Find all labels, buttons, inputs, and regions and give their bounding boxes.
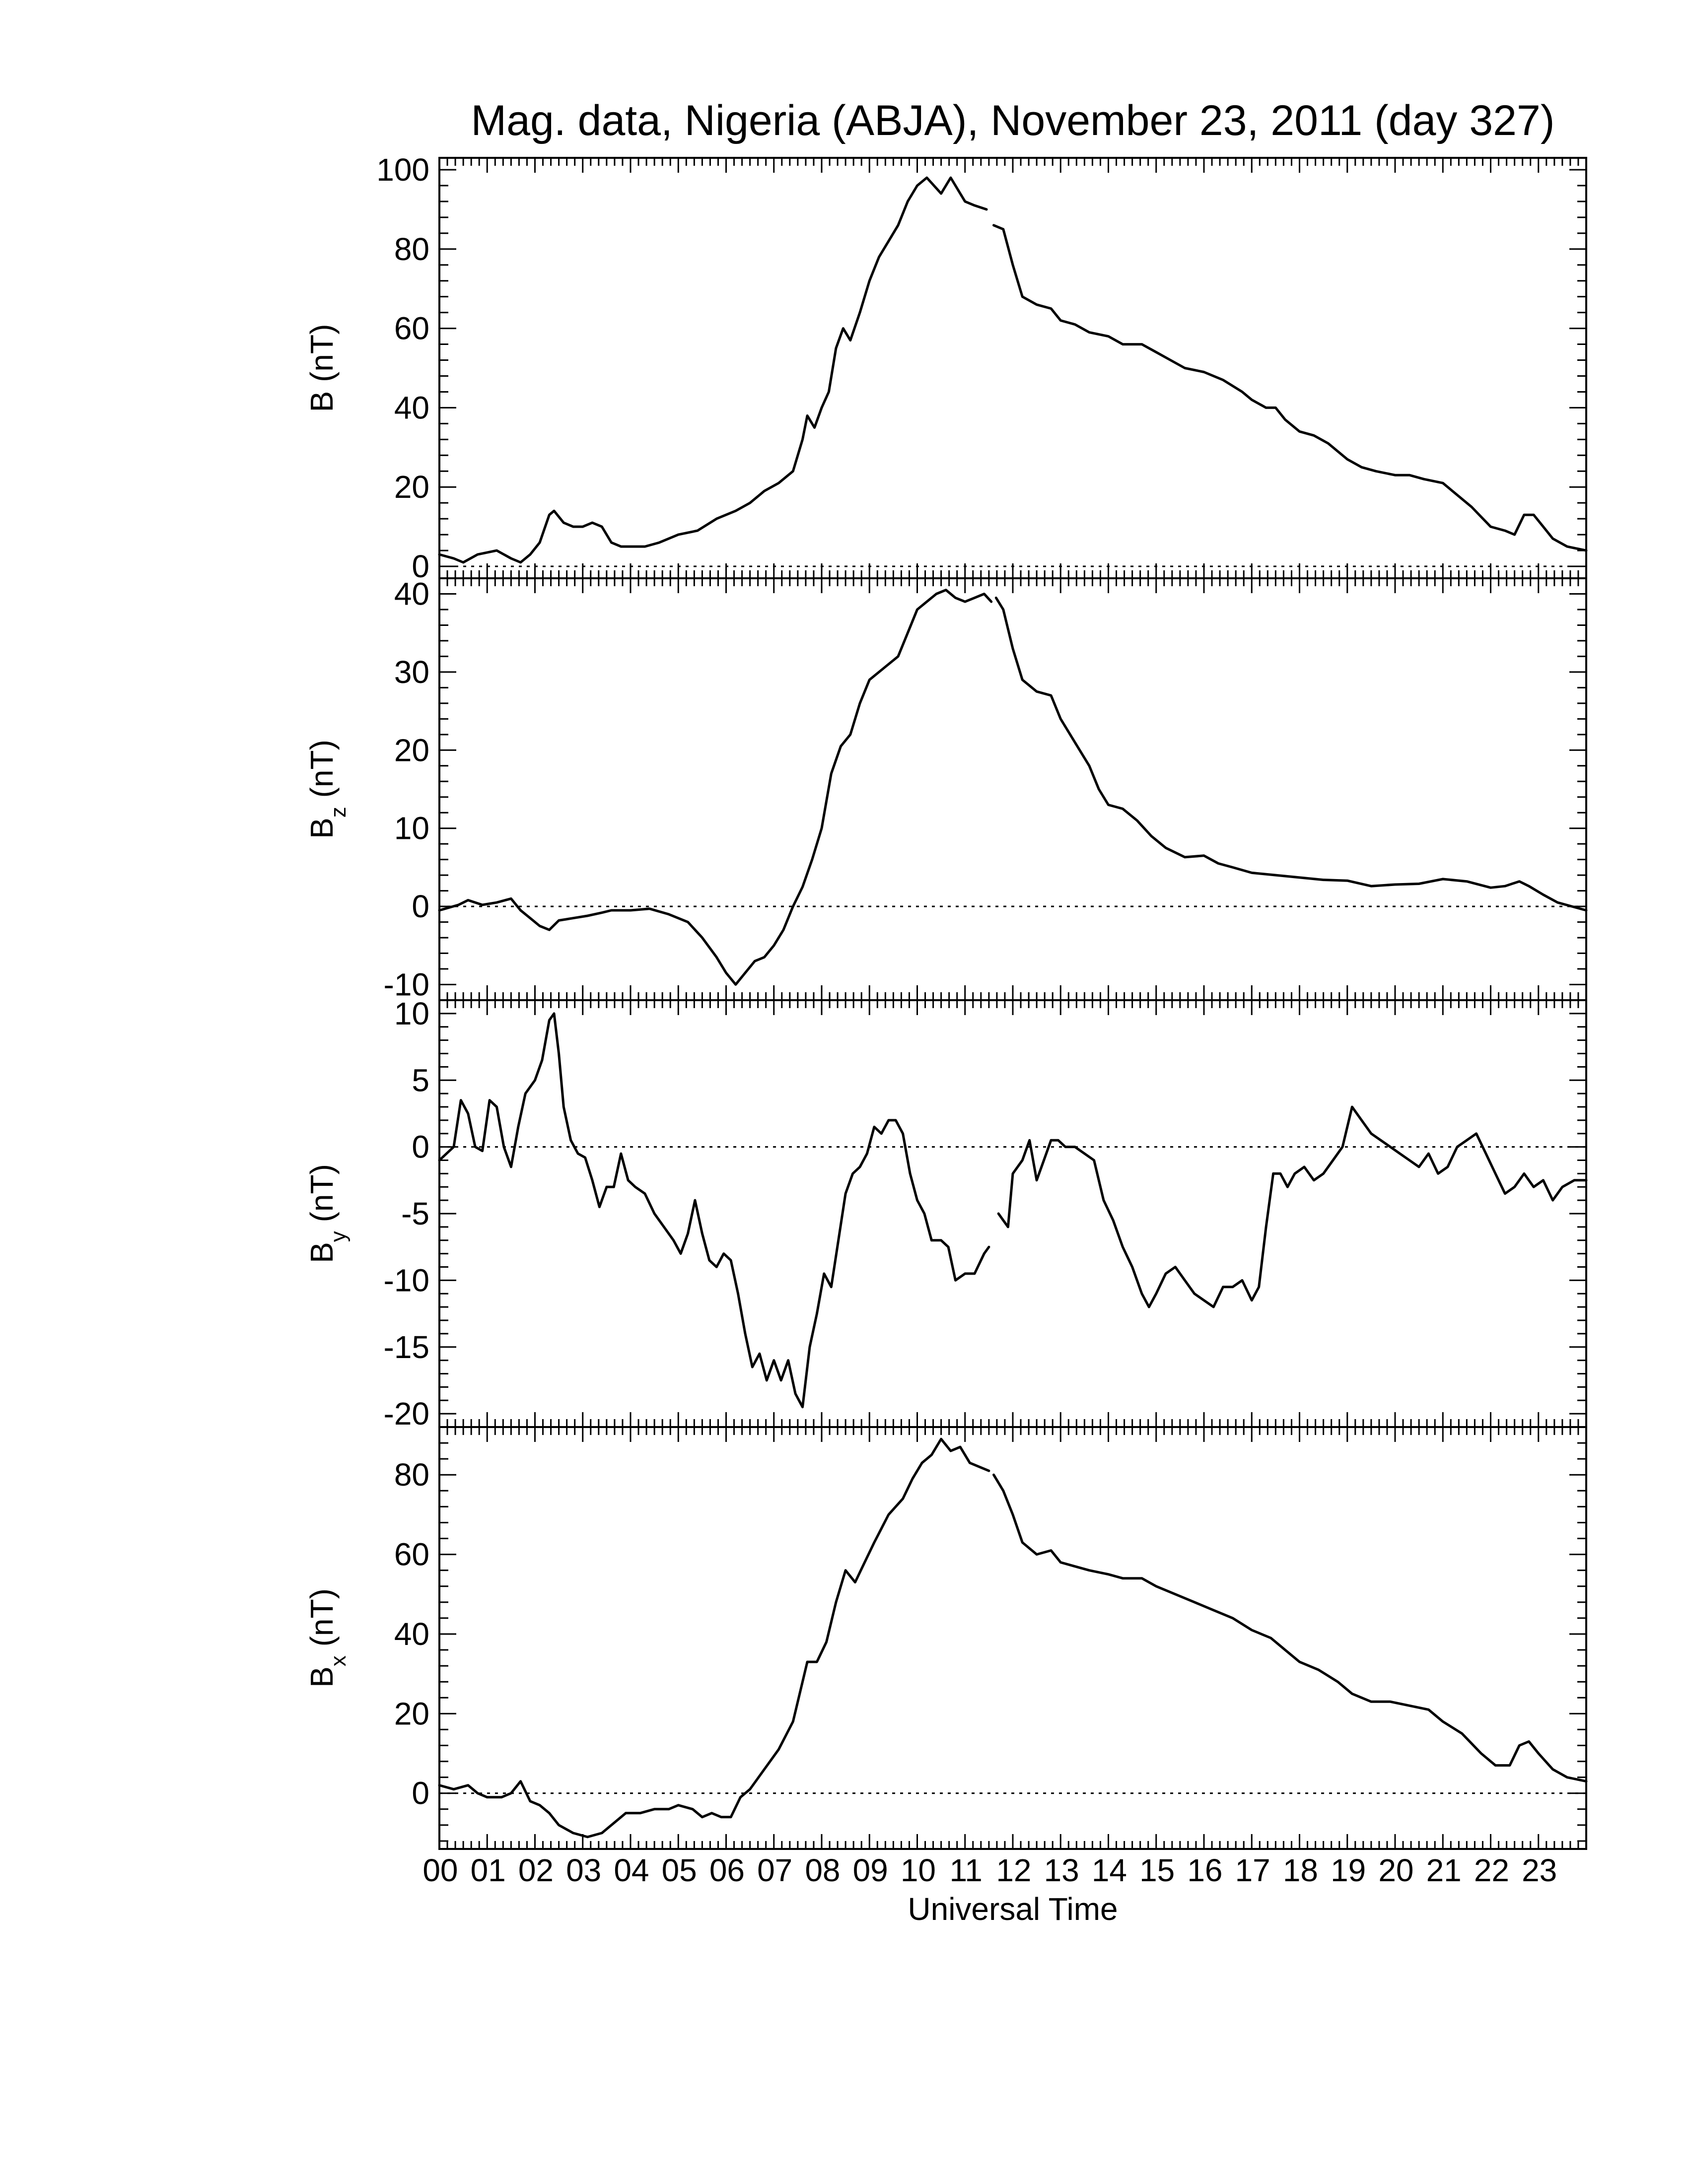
y-tick-label: 0 (412, 888, 429, 924)
plot-frame (438, 999, 1587, 1428)
trace-bz (994, 596, 1588, 912)
plot-frame (438, 157, 1587, 579)
y-tick-label: 20 (394, 1696, 429, 1731)
panel-by: -20 -15 -10 -5 0 5 10 By (nT) (304, 996, 1588, 1432)
y-axis-label-unit: (nT) (304, 740, 340, 807)
x-tick-label: 07 (757, 1852, 792, 1888)
y-axis-label-main: B (304, 818, 340, 839)
x-tick-label: 15 (1139, 1852, 1175, 1888)
y-tick-label: 80 (394, 231, 429, 267)
trace-bx (992, 1473, 1588, 1783)
trace-by (438, 1012, 990, 1409)
x-tick-label: 22 (1474, 1852, 1509, 1888)
y-tick-label: 0 (412, 548, 429, 584)
y-tick-label: 30 (394, 654, 429, 690)
y-tick-label: 20 (394, 732, 429, 768)
y-tick-label: 80 (394, 1457, 429, 1493)
y-axis-label-subscript: z (326, 807, 351, 818)
trace-b (438, 176, 988, 564)
x-tick-label: 05 (662, 1852, 697, 1888)
y-axis-label: B (nT) (304, 324, 340, 412)
y-axis-label: Bx (nT) (304, 1588, 351, 1688)
y-axis-label-main: B (304, 1242, 340, 1263)
figure-title: Mag. data, Nigeria (ABJA), November 23, … (471, 97, 1555, 144)
y-tick-label: 10 (394, 811, 429, 846)
y-axis-label-main: B (304, 1666, 340, 1688)
trace-b (992, 224, 1588, 552)
y-tick-label: 60 (394, 1537, 429, 1572)
panel-bx: 0 20 40 60 80 Bx (nT) (304, 1426, 1588, 1850)
trace-bx (438, 1437, 990, 1839)
y-axis-label-subscript: y (326, 1231, 351, 1242)
y-axis-label: By (nT) (304, 1164, 351, 1263)
y-tick-label: 40 (394, 1616, 429, 1652)
x-tick-label: 21 (1426, 1852, 1462, 1888)
plot-frame (438, 1426, 1587, 1850)
y-tick-label: -20 (384, 1396, 430, 1432)
x-tick-label: 14 (1092, 1852, 1127, 1888)
plot-frame (438, 577, 1587, 1001)
y-tick-label: 10 (394, 996, 429, 1031)
y-tick-label: 40 (394, 576, 429, 612)
y-tick-label: 0 (412, 1129, 429, 1165)
x-tick-label: 03 (566, 1852, 601, 1888)
y-axis-label-subscript: x (326, 1655, 351, 1666)
x-tick-label: 12 (996, 1852, 1031, 1888)
x-tick-label: 01 (471, 1852, 506, 1888)
y-tick-label: -5 (401, 1196, 429, 1231)
x-axis-label: Universal Time (908, 1891, 1118, 1927)
x-tick-label: 04 (614, 1852, 649, 1888)
x-tick-label: 10 (901, 1852, 936, 1888)
y-axis-label-unit: (nT) (304, 1588, 340, 1655)
x-tick-label: 08 (805, 1852, 840, 1888)
x-tick-label: 09 (853, 1852, 888, 1888)
panel-b: 0 20 40 60 80 100 B (nT) (304, 152, 1588, 584)
y-tick-label: -10 (384, 967, 430, 1003)
panel-bz: -10 0 10 20 30 40 Bz (nT) (304, 576, 1588, 1003)
y-tick-label: 5 (412, 1062, 429, 1098)
y-tick-label: 60 (394, 311, 429, 346)
x-tick-label: 06 (709, 1852, 745, 1888)
trace-bz (438, 589, 993, 986)
x-tick-label: 20 (1378, 1852, 1413, 1888)
y-tick-label: -10 (384, 1262, 430, 1298)
y-tick-label: 40 (394, 390, 429, 425)
x-tick-label: 16 (1187, 1852, 1222, 1888)
x-tick-label: 23 (1522, 1852, 1557, 1888)
x-tick-label: 19 (1331, 1852, 1366, 1888)
y-axis-label: Bz (nT) (304, 740, 351, 839)
y-tick-label: 20 (394, 469, 429, 505)
trace-by (997, 1105, 1588, 1308)
y-tick-label: -15 (384, 1329, 430, 1365)
y-tick-label: 100 (376, 152, 429, 188)
x-tick-label: 17 (1235, 1852, 1270, 1888)
x-tick-label: 18 (1283, 1852, 1318, 1888)
x-tick-label: 13 (1044, 1852, 1079, 1888)
x-tick-label: 00 (422, 1852, 458, 1888)
x-tick-label: 11 (949, 1852, 982, 1888)
x-tick-labels: 00 01 02 03 04 05 06 07 08 09 10 11 12 13 14 15 16 17 18 19… (422, 1852, 1557, 1888)
y-tick-label: 0 (412, 1775, 429, 1811)
x-tick-label: 02 (518, 1852, 554, 1888)
y-axis-label-unit: (nT) (304, 1164, 340, 1231)
